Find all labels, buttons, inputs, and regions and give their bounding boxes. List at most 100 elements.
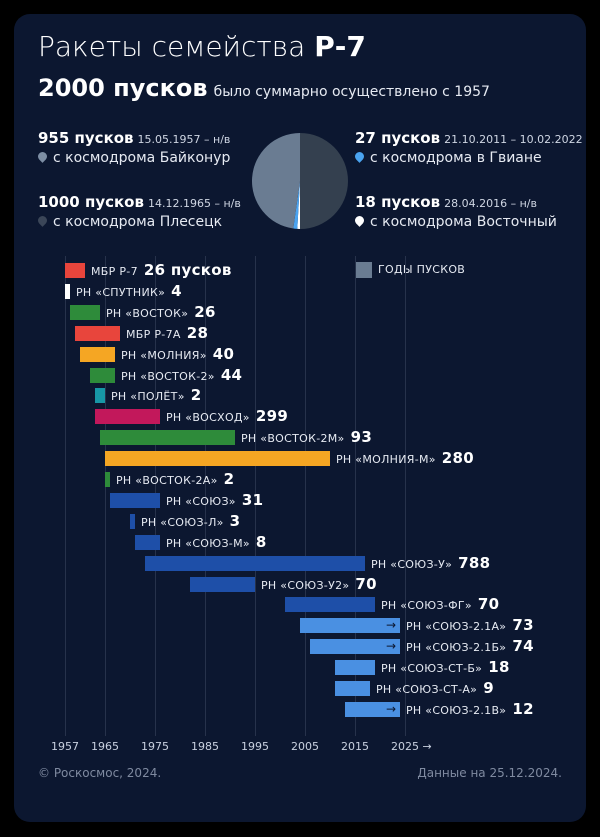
bar-label: РН «СОЮЗ-У2» 70 (261, 574, 377, 593)
bar-label: РН «ПОЛЁТ» 2 (111, 388, 201, 404)
timeline-bar (80, 346, 115, 362)
continues-arrow-icon: → (386, 701, 397, 716)
gridline (205, 256, 206, 736)
bar-label: МБР Р-7 26 пусков (91, 263, 232, 279)
timeline-bar (95, 409, 160, 425)
location-pin-icon (353, 214, 366, 227)
launch-count: 2 (223, 470, 235, 488)
rocket-name: РН «ВОСТОК-2А» (116, 474, 218, 487)
bar-label: РН «СОЮЗ-2.1Б» 74 (406, 639, 534, 655)
rocket-name: РН «ПОЛЁТ» (111, 390, 185, 404)
gridline (65, 256, 66, 736)
launch-count: 9 (483, 679, 494, 697)
launch-count: 26 (194, 302, 216, 321)
launch-count: 8 (255, 532, 267, 551)
launch-count: 40 (212, 344, 235, 363)
bar-label: РН «СОЮЗ» 31 (166, 490, 264, 509)
rocket-name: РН «СОЮЗ-У2» (261, 578, 350, 592)
rocket-name: РН «СОЮЗ-2.1В» (406, 703, 507, 717)
gridline (105, 256, 106, 736)
bar-label: РН «СОЮЗ-2.1А» 73 (406, 618, 534, 634)
launch-count: 3 (229, 511, 241, 530)
pie-slice (300, 133, 348, 229)
timeline-bar (135, 534, 160, 550)
legend-swatch (356, 262, 372, 278)
timeline-bar (100, 430, 235, 446)
launch-count: 31 (241, 490, 264, 509)
gridline (405, 256, 406, 736)
location-pin-icon (36, 214, 49, 227)
rocket-name: РН «ВОСТОК-2» (121, 369, 215, 383)
pie-slice (293, 181, 300, 229)
rocket-name: РН «ВОСТОК» (106, 306, 189, 320)
gridline (355, 256, 356, 736)
launch-count: 74 (512, 637, 534, 656)
rocket-name: РН «СОЮЗ-СТ-А» (376, 683, 478, 696)
data-date: Данные на 25.12.2024. (417, 766, 562, 780)
site-plesetsk: 1000 пусков 14.12.1965 – н/в с космодрома… (36, 193, 241, 230)
timeline-bar (285, 597, 375, 613)
launch-count: 44 (220, 365, 243, 384)
rocket-name: РН «СОЮЗ-М» (166, 536, 250, 550)
rocket-name: РН «СПУТНИК» (76, 285, 166, 299)
gridline (305, 256, 306, 736)
gridline (255, 256, 256, 736)
bar-label: РН «СОЮЗ-СТ-Б» 18 (381, 660, 510, 676)
rocket-name: РН «СОЮЗ-2.1Б» (406, 641, 507, 655)
launch-count: 73 (512, 616, 534, 635)
timeline-bar (105, 472, 110, 487)
bar-label: РН «СОЮЗ-Л» 3 (141, 511, 241, 530)
x-tick-label: 1985 (191, 740, 219, 753)
bar-label: РН «МОЛНИЯ-М» 280 (336, 451, 474, 467)
rocket-name: РН «МОЛНИЯ» (121, 348, 207, 362)
rocket-name: РН «СОЮЗ-Л» (141, 515, 224, 529)
rocket-name: РН «МОЛНИЯ-М» (336, 453, 436, 467)
timeline-bar (345, 701, 400, 717)
x-tick-label: 1965 (91, 740, 119, 753)
pie-slice (251, 133, 300, 229)
launch-count: 70 (477, 595, 500, 614)
timeline-bar (95, 388, 105, 404)
timeline-bar (335, 660, 375, 676)
site-vostochny: 18 пусков 28.04.2016 – н/в с космодрома В… (353, 193, 557, 230)
site-baikonur: 955 пусков 15.05.1957 – н/в с космодрома … (36, 129, 231, 166)
bar-label: РН «СОЮЗ-ФГ» 70 (381, 597, 499, 613)
x-tick-label: 2015 (341, 740, 369, 753)
rocket-name: РН «СОЮЗ» (166, 494, 236, 508)
timeline-bar (335, 681, 370, 696)
timeline-bar (300, 618, 400, 634)
continues-arrow-icon: → (386, 618, 397, 633)
legend-label: ГОДЫ ПУСКОВ (378, 263, 466, 276)
timeline-bar (70, 304, 100, 320)
x-tick-label: 1957 (51, 740, 79, 753)
bar-label: МБР Р-7А 28 (126, 323, 209, 342)
timeline-bar (145, 555, 365, 571)
timeline-bar (105, 451, 330, 467)
launch-count: 28 (186, 323, 209, 342)
rocket-name: РН «СОЮЗ-У» (371, 557, 453, 571)
launch-count: 788 (458, 553, 491, 572)
rocket-name: РН «СОЮЗ-СТ-Б» (381, 662, 483, 676)
launch-count: 4 (171, 281, 182, 300)
rocket-name: РН «СОЮЗ-2.1А» (406, 620, 507, 634)
bar-label: РН «ВОСТОК-2» 44 (121, 365, 243, 384)
timeline-bar (110, 492, 160, 508)
bar-label: РН «МОЛНИЯ» 40 (121, 344, 235, 363)
bar-label: РН «СПУТНИК» 4 (76, 281, 182, 300)
page-title: Ракеты семейства Р-7 (38, 30, 366, 63)
launch-count: 70 (355, 574, 377, 593)
bar-label: РН «СОЮЗ-У» 788 (371, 553, 491, 572)
bar-label: РН «СОЮЗ-2.1В» 12 (406, 701, 534, 718)
launch-count: 299 (255, 407, 289, 426)
timeline-bar (130, 513, 135, 529)
total-note: было суммарно осуществлено с 1957 (213, 84, 490, 100)
x-tick-label: 1995 (241, 740, 269, 753)
rocket-name: РН «СОЮЗ-ФГ» (381, 599, 472, 613)
launch-count: 18 (488, 658, 510, 677)
bar-label: РН «ВОСТОК-2М» 93 (241, 430, 372, 446)
location-pin-icon (353, 150, 366, 163)
rocket-name: МБР Р-7А (126, 327, 181, 341)
site-guiana: 27 пусков 21.10.2011 – 10.02.2022 с космо… (353, 129, 583, 166)
launch-site-pie-chart (251, 133, 348, 229)
x-tick-label: 1975 (141, 740, 169, 753)
